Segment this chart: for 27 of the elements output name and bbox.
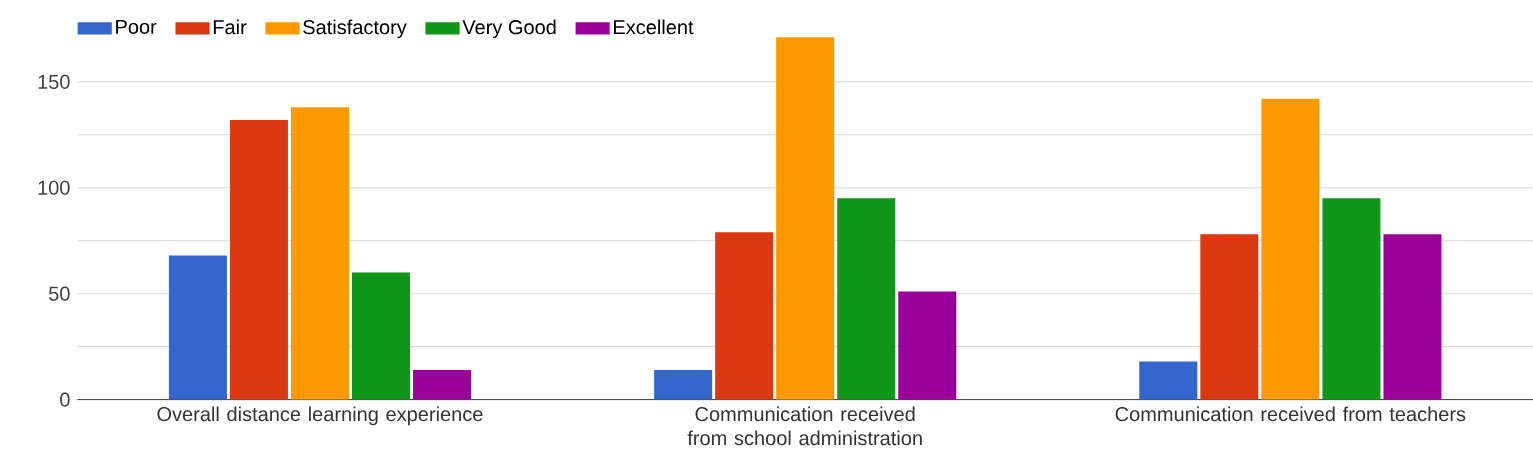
legend-label: Satisfactory xyxy=(303,19,407,39)
bar xyxy=(413,369,472,400)
bar xyxy=(1139,361,1198,400)
x-tick-label: Communication received from school administration xyxy=(687,406,922,446)
bar xyxy=(1322,198,1381,400)
y-tick-label: 0 xyxy=(60,392,70,407)
x-tick-label: Communication received from teachers xyxy=(1115,406,1466,422)
bar xyxy=(1261,98,1320,400)
bar xyxy=(168,255,227,400)
x-tick-label: Overall distance learning experience xyxy=(157,406,483,426)
y-tick-label: 150 xyxy=(38,74,70,89)
bar xyxy=(290,107,350,400)
bar xyxy=(715,232,774,400)
bar xyxy=(776,37,835,400)
y-tick-label: 100 xyxy=(38,180,70,195)
y-tick-label: 50 xyxy=(48,286,70,301)
legend-label: Excellent xyxy=(614,19,694,35)
legend-label: Very Good xyxy=(462,19,556,39)
bar xyxy=(352,272,411,400)
bar xyxy=(837,198,896,400)
bar xyxy=(1200,234,1259,400)
bar xyxy=(229,119,288,400)
bar xyxy=(898,291,957,400)
legend-label: Poor xyxy=(116,19,157,34)
legend-label: Fair xyxy=(213,19,247,35)
bar xyxy=(1383,234,1442,400)
bar xyxy=(654,369,713,400)
